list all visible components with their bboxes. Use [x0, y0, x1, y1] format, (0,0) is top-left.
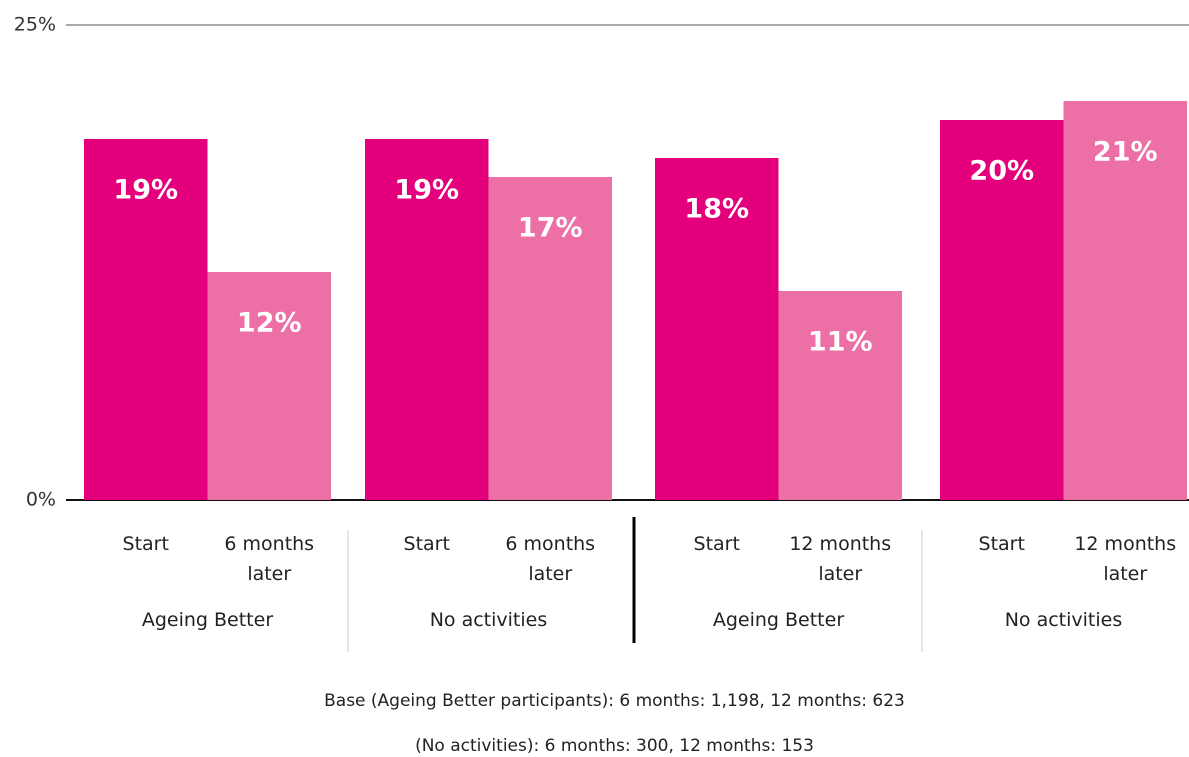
group-label: Ageing Better: [141, 609, 274, 631]
bar: [778, 291, 902, 500]
bar: [84, 139, 208, 500]
group-label: No activities: [429, 609, 548, 631]
x-tick-label: Start: [122, 533, 169, 555]
y-tick-label: 25%: [14, 14, 56, 36]
group-label: Ageing Better: [712, 609, 845, 631]
x-tick-label: Start: [403, 533, 450, 555]
value-label: 11%: [808, 327, 873, 358]
x-tick-label: Start: [978, 533, 1025, 555]
x-tick-label: 12 months later: [789, 533, 892, 585]
bar: [207, 272, 331, 500]
bar: [1063, 101, 1187, 500]
bar: [655, 158, 779, 500]
value-label: 12%: [237, 308, 302, 339]
bar: [488, 177, 612, 500]
bar: [940, 120, 1064, 500]
x-tick-label: Start: [693, 533, 740, 555]
note: Base (Ageing Better participants): 6 mon…: [324, 691, 905, 711]
value-label: 18%: [684, 194, 749, 225]
value-label: 21%: [1093, 137, 1158, 168]
value-label: 19%: [113, 175, 178, 206]
x-tick-label: 12 months later: [1074, 533, 1177, 585]
value-label: 19%: [394, 175, 459, 206]
value-label: 17%: [518, 213, 583, 244]
y-tick-label: 0%: [26, 489, 56, 511]
bar: [365, 139, 489, 500]
value-label: 20%: [969, 156, 1034, 187]
x-tick-label: 6 months later: [224, 533, 315, 585]
group-label: No activities: [1004, 609, 1123, 631]
x-tick-label: 6 months later: [505, 533, 596, 585]
note: (No activities): 6 months: 300, 12 month…: [415, 736, 814, 756]
